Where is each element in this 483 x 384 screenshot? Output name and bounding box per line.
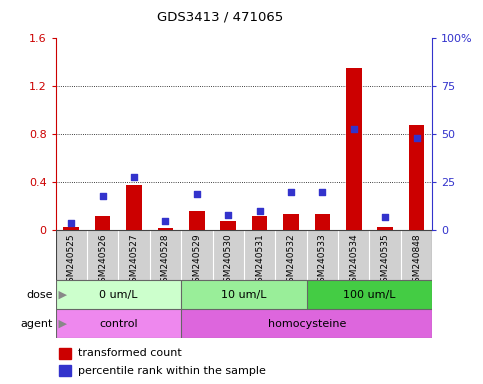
Bar <box>181 309 432 338</box>
Text: GSM240526: GSM240526 <box>98 233 107 288</box>
Text: dose: dose <box>27 290 53 300</box>
Point <box>319 189 327 195</box>
Text: GSM240530: GSM240530 <box>224 233 233 288</box>
Text: 0 um/L: 0 um/L <box>99 290 138 300</box>
Bar <box>126 185 142 230</box>
Text: GSM240531: GSM240531 <box>255 233 264 288</box>
Bar <box>307 230 338 280</box>
Text: GDS3413 / 471065: GDS3413 / 471065 <box>156 10 283 23</box>
Point <box>224 212 232 218</box>
Bar <box>346 68 362 230</box>
Point <box>382 214 389 220</box>
Point <box>412 135 420 141</box>
Bar <box>118 230 150 280</box>
Point <box>161 218 170 224</box>
Bar <box>314 214 330 230</box>
Text: GSM240528: GSM240528 <box>161 233 170 288</box>
Point <box>130 174 138 180</box>
Bar <box>56 280 181 309</box>
Text: agent: agent <box>21 318 53 329</box>
Bar <box>409 125 425 230</box>
Text: ▶: ▶ <box>55 290 67 300</box>
Point <box>287 189 295 195</box>
Bar <box>181 230 213 280</box>
Text: ▶: ▶ <box>55 318 67 329</box>
Bar <box>181 280 307 309</box>
Bar <box>252 216 268 230</box>
Bar <box>157 228 173 230</box>
Text: GSM240525: GSM240525 <box>67 233 76 288</box>
Bar <box>283 214 299 230</box>
Bar <box>87 230 118 280</box>
Text: 100 um/L: 100 um/L <box>343 290 396 300</box>
Text: homocysteine: homocysteine <box>268 318 346 329</box>
Bar <box>377 227 393 230</box>
Point <box>256 208 264 214</box>
Bar <box>213 230 244 280</box>
Bar <box>401 230 432 280</box>
Bar <box>275 230 307 280</box>
Text: GSM240527: GSM240527 <box>129 233 139 288</box>
Bar <box>63 227 79 230</box>
Bar <box>189 211 205 230</box>
Bar <box>220 221 236 230</box>
Text: percentile rank within the sample: percentile rank within the sample <box>78 366 266 376</box>
Text: transformed count: transformed count <box>78 348 182 358</box>
Bar <box>95 216 111 230</box>
Text: GSM240534: GSM240534 <box>349 233 358 288</box>
Text: 10 um/L: 10 um/L <box>221 290 267 300</box>
Point <box>350 126 357 132</box>
Text: control: control <box>99 318 138 329</box>
Bar <box>56 230 87 280</box>
Point <box>99 193 107 199</box>
Bar <box>56 309 181 338</box>
Text: GSM240533: GSM240533 <box>318 233 327 288</box>
Bar <box>59 365 71 376</box>
Bar <box>59 348 71 359</box>
Point <box>68 220 75 226</box>
Point <box>193 191 201 197</box>
Bar <box>369 230 401 280</box>
Text: GSM240535: GSM240535 <box>381 233 390 288</box>
Text: GSM240848: GSM240848 <box>412 233 421 288</box>
Bar <box>307 280 432 309</box>
Bar <box>150 230 181 280</box>
Text: GSM240529: GSM240529 <box>192 233 201 288</box>
Bar <box>338 230 369 280</box>
Bar <box>244 230 275 280</box>
Text: GSM240532: GSM240532 <box>286 233 296 288</box>
